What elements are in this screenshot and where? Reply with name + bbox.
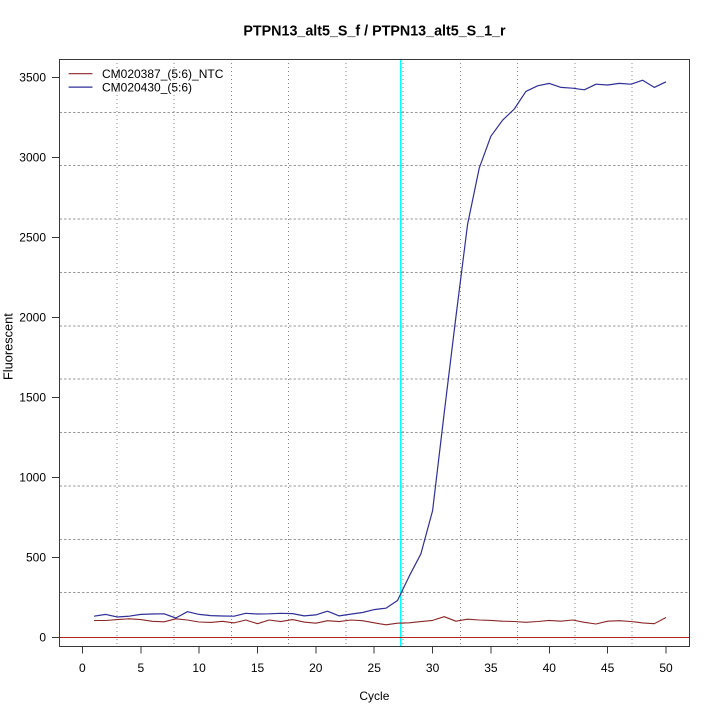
svg-text:3000: 3000: [19, 150, 46, 164]
svg-text:500: 500: [26, 550, 46, 564]
svg-text:1000: 1000: [19, 470, 46, 484]
svg-text:0: 0: [79, 661, 86, 675]
svg-text:45: 45: [601, 661, 615, 675]
svg-text:CM020430_(5:6): CM020430_(5:6): [102, 80, 192, 94]
svg-text:Fluorescent: Fluorescent: [1, 313, 16, 380]
svg-text:10: 10: [192, 661, 206, 675]
svg-text:30: 30: [426, 661, 440, 675]
svg-text:35: 35: [484, 661, 498, 675]
svg-text:PTPN13_alt5_S_f / PTPN13_alt5_: PTPN13_alt5_S_f / PTPN13_alt5_S_1_r: [243, 24, 506, 40]
svg-text:3500: 3500: [19, 70, 46, 84]
svg-text:0: 0: [39, 630, 46, 644]
svg-text:Cycle: Cycle: [359, 689, 389, 703]
svg-text:50: 50: [659, 661, 673, 675]
svg-text:5: 5: [137, 661, 144, 675]
svg-text:CM020387_(5:6)_NTC: CM020387_(5:6)_NTC: [102, 67, 224, 81]
svg-text:40: 40: [543, 661, 557, 675]
svg-text:20: 20: [309, 661, 323, 675]
svg-text:1500: 1500: [19, 390, 46, 404]
svg-text:15: 15: [251, 661, 265, 675]
svg-text:2000: 2000: [19, 310, 46, 324]
svg-text:2500: 2500: [19, 230, 46, 244]
svg-text:25: 25: [368, 661, 382, 675]
